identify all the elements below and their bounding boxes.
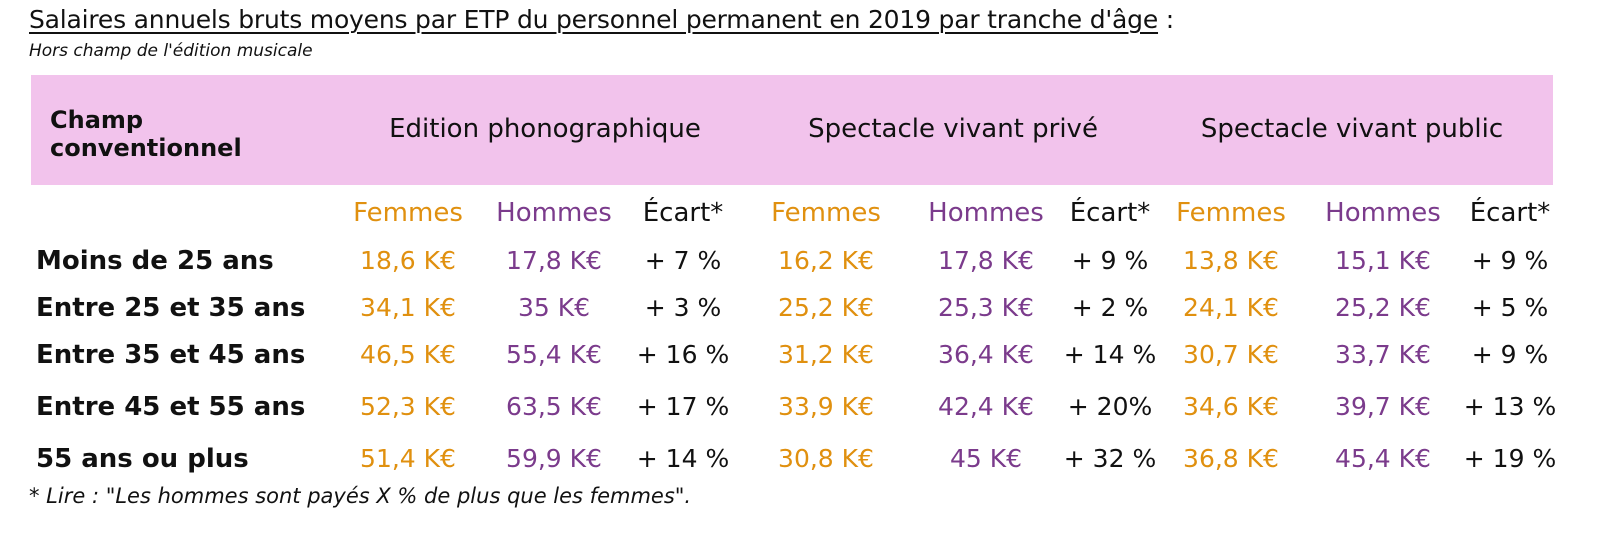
subheader-hommes: Hommes xyxy=(928,198,1044,228)
cell-hommes: 39,7 K€ xyxy=(1335,392,1431,421)
cell-femmes: 51,4 K€ xyxy=(360,444,456,473)
row-label: Entre 45 et 55 ans xyxy=(36,392,306,422)
cell-femmes: 30,8 K€ xyxy=(778,444,874,473)
cell-ecart: + 32 % xyxy=(1063,444,1157,473)
cell-hommes: 25,3 K€ xyxy=(938,293,1034,322)
cell-hommes: 36,4 K€ xyxy=(938,340,1034,369)
cell-femmes: 46,5 K€ xyxy=(360,340,456,369)
subheader-hommes: Hommes xyxy=(1325,198,1441,228)
subtitle: Hors champ de l'édition musicale xyxy=(29,41,313,61)
cell-ecart: + 20% xyxy=(1067,392,1153,421)
cell-ecart: + 2 % xyxy=(1071,293,1149,322)
cell-hommes: 55,4 K€ xyxy=(506,340,602,369)
cell-femmes: 25,2 K€ xyxy=(778,293,874,322)
cell-ecart: + 3 % xyxy=(644,293,722,322)
cell-ecart: + 5 % xyxy=(1471,293,1549,322)
subheader-femmes: Femmes xyxy=(771,198,881,228)
cell-hommes: 17,8 K€ xyxy=(938,246,1034,275)
subheader-hommes: Hommes xyxy=(496,198,612,228)
row-label: 55 ans ou plus xyxy=(36,444,249,474)
header-first-line2: conventionnel xyxy=(50,134,242,162)
header-champ-conventionnel: Champ conventionnel xyxy=(50,106,242,162)
cell-femmes: 13,8 K€ xyxy=(1183,246,1279,275)
title-text: Salaires annuels bruts moyens par ETP du… xyxy=(29,5,1159,34)
page-title: Salaires annuels bruts moyens par ETP du… xyxy=(29,5,1174,34)
table-header-band xyxy=(31,75,1553,185)
row-label: Moins de 25 ans xyxy=(36,246,274,276)
cell-femmes: 52,3 K€ xyxy=(360,392,456,421)
subheader-ecart: Écart* xyxy=(642,198,724,228)
cell-femmes: 31,2 K€ xyxy=(778,340,874,369)
cell-ecart: + 9 % xyxy=(1471,340,1549,369)
cell-hommes: 59,9 K€ xyxy=(506,444,602,473)
cell-hommes: 33,7 K€ xyxy=(1335,340,1431,369)
header-first-line1: Champ xyxy=(50,106,144,134)
cell-hommes: 15,1 K€ xyxy=(1335,246,1431,275)
cell-ecart: + 17 % xyxy=(636,392,730,421)
cell-ecart: + 13 % xyxy=(1463,392,1557,421)
cell-femmes: 18,6 K€ xyxy=(360,246,456,275)
group-header-spectacle-vivant-public: Spectacle vivant public xyxy=(1200,114,1504,144)
cell-ecart: + 7 % xyxy=(644,246,722,275)
cell-hommes: 63,5 K€ xyxy=(506,392,602,421)
subheader-ecart: Écart* xyxy=(1469,198,1551,228)
cell-ecart: + 9 % xyxy=(1471,246,1549,275)
cell-hommes: 42,4 K€ xyxy=(938,392,1034,421)
cell-femmes: 34,1 K€ xyxy=(360,293,456,322)
cell-femmes: 36,8 K€ xyxy=(1183,444,1279,473)
subheader-femmes: Femmes xyxy=(353,198,463,228)
cell-femmes: 30,7 K€ xyxy=(1183,340,1279,369)
cell-hommes: 17,8 K€ xyxy=(506,246,602,275)
group-header-spectacle-vivant-prive: Spectacle vivant privé xyxy=(808,114,1098,144)
cell-hommes: 35 K€ xyxy=(517,293,591,322)
cell-femmes: 33,9 K€ xyxy=(778,392,874,421)
row-label: Entre 25 et 35 ans xyxy=(36,293,306,323)
cell-femmes: 34,6 K€ xyxy=(1183,392,1279,421)
cell-ecart: + 14 % xyxy=(1063,340,1157,369)
group-header-edition-phonographique: Edition phonographique xyxy=(389,114,701,144)
cell-ecart: + 9 % xyxy=(1071,246,1149,275)
cell-femmes: 16,2 K€ xyxy=(778,246,874,275)
row-label: Entre 35 et 45 ans xyxy=(36,340,306,370)
footnote: * Lire : "Les hommes sont payés X % de p… xyxy=(29,484,692,508)
subheader-ecart: Écart* xyxy=(1069,198,1151,228)
cell-hommes: 25,2 K€ xyxy=(1335,293,1431,322)
cell-hommes: 45,4 K€ xyxy=(1335,444,1431,473)
cell-ecart: + 14 % xyxy=(636,444,730,473)
cell-ecart: + 16 % xyxy=(636,340,730,369)
cell-femmes: 24,1 K€ xyxy=(1183,293,1279,322)
title-colon: : xyxy=(1165,5,1175,34)
cell-ecart: + 19 % xyxy=(1463,444,1557,473)
subheader-femmes: Femmes xyxy=(1176,198,1286,228)
cell-hommes: 45 K€ xyxy=(949,444,1023,473)
